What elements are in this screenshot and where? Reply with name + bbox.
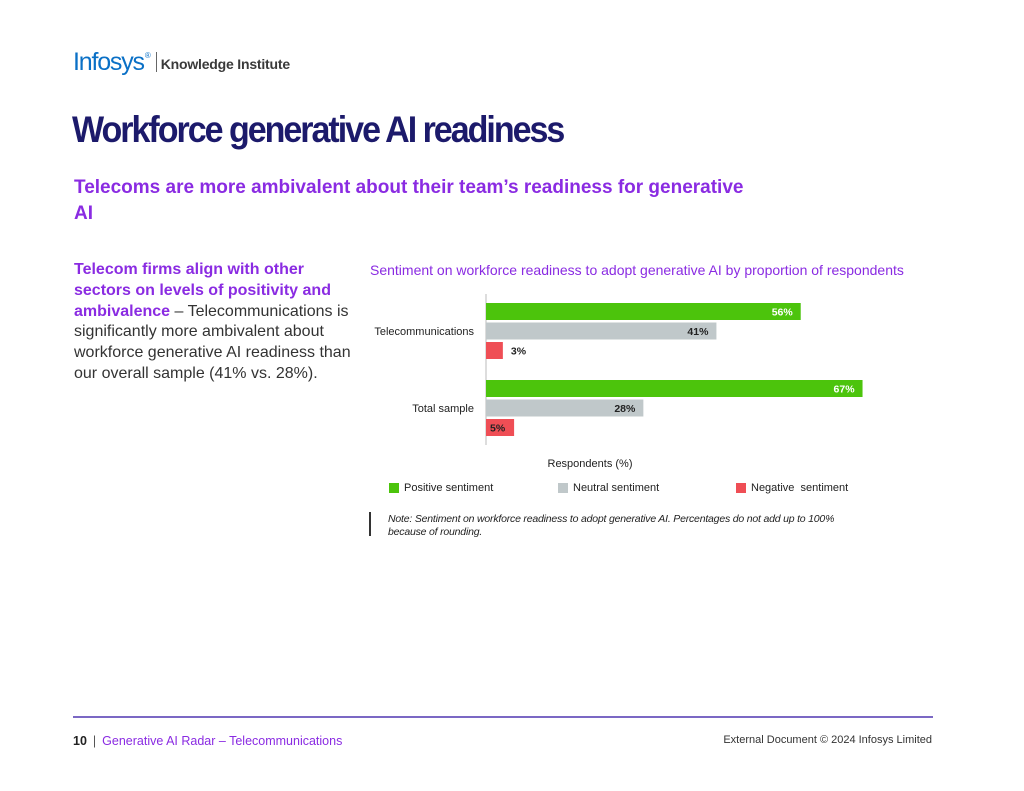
body-highlight: Telecom firms align with other sectors o… — [74, 261, 331, 320]
bar-2-2 — [486, 399, 644, 417]
note-marker — [369, 512, 371, 536]
bar-2-1 — [486, 322, 717, 340]
data-label-2-2: 28% — [614, 403, 636, 415]
legend-negative: Negative sentiment — [736, 482, 848, 494]
x-axis-label: Respondents (%) — [548, 458, 633, 470]
category-label-2: Total sample — [412, 403, 474, 415]
logo-subtitle: Knowledge Institute — [160, 56, 290, 72]
body-text: – Telecommunications is significantly mo… — [74, 302, 351, 382]
page-title: Workforce generative AI readiness — [72, 109, 565, 150]
footer-rule — [73, 716, 933, 718]
legend-neutral: Neutral sentiment — [558, 482, 659, 494]
page-number: 10 — [73, 734, 87, 748]
bar-1-1 — [486, 303, 801, 320]
logo-brand: Infosys — [73, 48, 145, 76]
legend-label-positive: Positive sentiment — [404, 482, 494, 494]
legend-swatch-neutral — [558, 483, 568, 493]
logo-divider — [155, 52, 157, 72]
legend-swatch-negative — [736, 483, 746, 493]
chart-note: Note: Sentiment on workforce readiness t… — [388, 513, 835, 538]
data-label-3-1: 3% — [511, 346, 527, 358]
category-label-1: Telecommunications — [374, 326, 474, 338]
chart-title: Sentiment on workforce readiness to adop… — [370, 262, 904, 278]
body-paragraph: Telecom firms align with other sectors o… — [74, 260, 359, 385]
footer-separator: | — [92, 734, 97, 748]
infosys-logo: Infosys ® Knowledge Institute — [73, 47, 290, 75]
footer-left: 10 | Generative AI Radar – Telecommunica… — [73, 734, 342, 748]
report-name: Generative AI Radar – Telecommunications — [102, 734, 343, 748]
data-label-1-2: 67% — [834, 384, 856, 396]
bar-3-2 — [486, 419, 515, 436]
logo-registered-mark: ® — [144, 51, 151, 60]
copyright: External Document © 2024 Infosys Limited — [723, 734, 932, 746]
bar-1-2 — [486, 380, 863, 397]
legend-positive: Positive sentiment — [389, 482, 493, 494]
legend-swatch-positive — [389, 483, 399, 493]
data-label-2-1: 41% — [687, 326, 709, 338]
legend-label-neutral: Neutral sentiment — [573, 482, 660, 494]
legend-label-negative: Negative sentiment — [751, 482, 849, 494]
bar-3-1 — [486, 342, 503, 359]
bar-chart: Telecommunications 56% 41% 3% Total sample 67… — [374, 294, 863, 470]
page-subtitle: Telecoms are more ambivalent about their… — [74, 177, 744, 224]
data-label-3-2: 5% — [490, 423, 506, 435]
data-label-1-1: 56% — [772, 307, 794, 319]
